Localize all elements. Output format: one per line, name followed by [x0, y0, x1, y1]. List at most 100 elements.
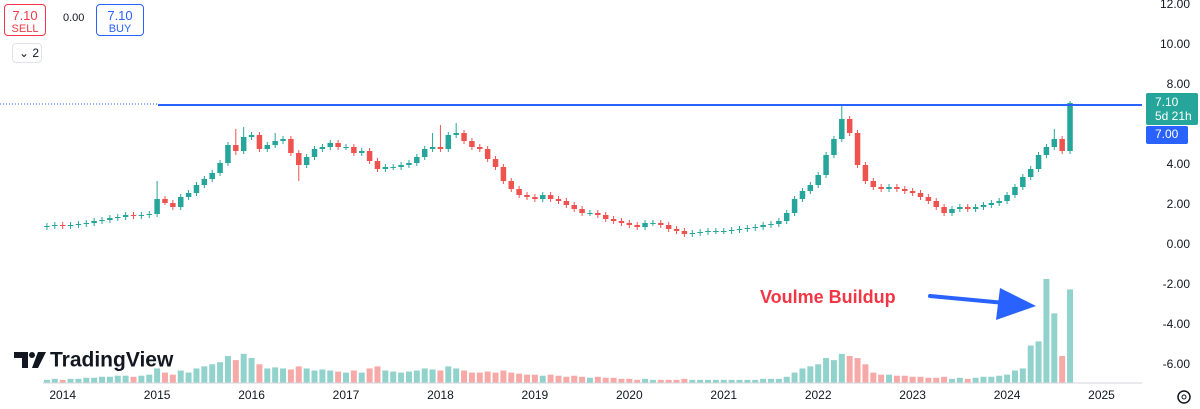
candle-body — [1051, 139, 1058, 147]
volume-bar — [272, 367, 279, 383]
x-tick-label: 2015 — [144, 388, 171, 402]
candle-body — [67, 225, 74, 226]
candle-body — [256, 135, 263, 149]
buy-price[interactable]: 7.10 — [107, 8, 133, 23]
volume-bar — [870, 372, 877, 383]
x-tick-label: 2019 — [522, 388, 549, 402]
candle-body — [689, 233, 696, 234]
candle-body — [185, 193, 192, 197]
x-tick-label: 2014 — [49, 388, 76, 402]
sell-button[interactable]: 7.10 SELL — [4, 4, 46, 36]
volume-bar — [1059, 355, 1066, 383]
volume-bar — [807, 366, 814, 383]
candle-body — [917, 193, 924, 197]
volume-bar — [610, 377, 617, 383]
volume-bar — [303, 368, 310, 383]
settings-icon[interactable] — [1177, 390, 1191, 404]
volume-bar — [1043, 279, 1050, 383]
volume-bar — [602, 377, 609, 383]
volume-bar — [193, 368, 200, 383]
candle-body — [524, 195, 530, 197]
candle-body — [492, 159, 499, 167]
candle-body — [563, 201, 570, 205]
x-tick-label: 2023 — [899, 388, 926, 402]
candle-body — [453, 133, 459, 135]
volume-bar — [91, 377, 98, 383]
candle-body — [665, 225, 672, 229]
candle-body — [138, 215, 145, 216]
candle-body — [602, 215, 609, 219]
gear-center[interactable] — [1181, 394, 1187, 400]
indicator-count[interactable]: 2 — [32, 46, 40, 60]
candle-body — [429, 147, 436, 149]
candle-body — [673, 229, 680, 231]
y-tick-label: 4.00 — [1167, 157, 1191, 171]
sell-label[interactable]: SELL — [11, 23, 39, 35]
candle-body — [374, 161, 381, 169]
y-tick-label: 12.00 — [1160, 0, 1190, 11]
volume-bar — [579, 376, 586, 383]
candle-body — [44, 226, 50, 227]
candle-body — [846, 119, 853, 133]
volume-bar — [492, 372, 499, 383]
candle-body — [1059, 139, 1065, 151]
candle-body — [988, 203, 995, 205]
last-price-box — [1146, 93, 1198, 125]
candle-body — [799, 191, 806, 199]
candle-body — [650, 223, 656, 224]
candle-body — [146, 214, 152, 215]
candle-body — [894, 187, 900, 189]
buy-label[interactable]: BUY — [108, 23, 132, 35]
volume-bar — [736, 379, 743, 383]
volume-bar — [586, 377, 593, 383]
candle-body — [201, 179, 208, 185]
candle-body — [437, 147, 444, 149]
volume-bar — [1011, 370, 1018, 383]
x-tick-label: 2017 — [333, 388, 360, 402]
volume-bar — [697, 379, 704, 383]
volume-bar — [531, 374, 538, 383]
gear[interactable] — [1177, 390, 1191, 404]
volume-bar — [760, 378, 767, 383]
volume-bar — [925, 377, 932, 383]
x-tick-label: 2020 — [616, 388, 643, 402]
candle-body — [736, 229, 743, 230]
volume-bar — [830, 360, 837, 383]
candle-body — [595, 213, 601, 215]
hline-price-label: 7.00 — [1155, 127, 1179, 141]
volume-bar — [138, 375, 145, 383]
candle-body — [642, 223, 648, 227]
last-price-label: 7.10 — [1155, 95, 1179, 109]
sell-price[interactable]: 7.10 — [12, 8, 38, 23]
candle-body — [343, 147, 349, 148]
candle-body — [618, 221, 625, 223]
candle-body — [170, 203, 176, 207]
volume-bar — [563, 376, 570, 383]
volume-bar — [649, 379, 656, 383]
volume-bar — [453, 368, 460, 383]
volume-bar — [500, 370, 507, 383]
candle-body — [571, 205, 577, 209]
candle-body — [752, 227, 758, 228]
candle-body — [296, 153, 302, 165]
indicators-toggle[interactable]: ⌄ 2 — [12, 43, 42, 63]
volume-bar — [516, 373, 523, 383]
candle-body — [980, 205, 987, 207]
y-tick-label: -4.00 — [1163, 317, 1191, 331]
candle-body — [75, 224, 82, 225]
volume-bar — [728, 379, 735, 383]
volume-bar — [437, 370, 444, 383]
candle-body — [587, 213, 593, 214]
volume-bar — [319, 369, 326, 383]
logo-dot — [29, 352, 35, 358]
volume-bar — [956, 377, 963, 383]
volume-bar — [114, 375, 121, 383]
volume-bar — [327, 370, 334, 383]
volume-bar — [846, 355, 853, 383]
buy-button[interactable]: 7.10 BUY — [96, 4, 144, 36]
y-tick-label: 0.00 — [1167, 237, 1191, 251]
x-tick-label: 2022 — [805, 388, 832, 402]
candle-body — [154, 199, 160, 214]
volume-bar — [618, 378, 625, 383]
